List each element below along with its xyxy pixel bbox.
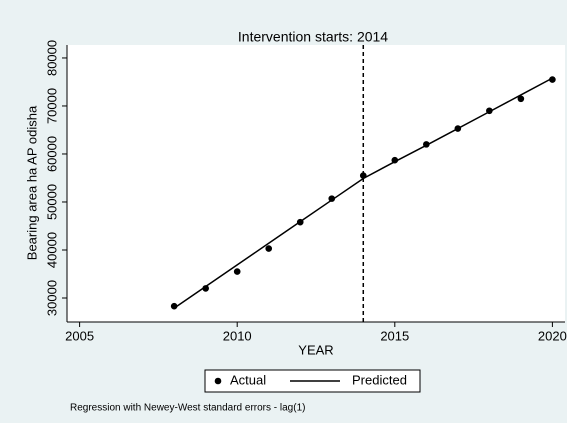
y-axis-label: Bearing area ha AP odisha bbox=[24, 105, 39, 260]
y-tick-label: 50000 bbox=[44, 184, 59, 220]
actual-point bbox=[517, 95, 525, 103]
chart-title: Intervention starts: 2014 bbox=[238, 29, 388, 45]
predicted-line bbox=[173, 77, 553, 309]
x-tick-label: 2010 bbox=[223, 328, 252, 343]
legend-label: Actual bbox=[230, 372, 266, 387]
legend-marker bbox=[214, 377, 222, 385]
y-tick-label: 40000 bbox=[44, 232, 59, 268]
actual-point bbox=[233, 268, 241, 275]
x-tick-label: 2015 bbox=[380, 328, 409, 343]
y-tick-label: 70000 bbox=[44, 88, 59, 124]
y-tick-label: 80000 bbox=[44, 40, 59, 76]
y-tick-label: 60000 bbox=[44, 136, 59, 172]
actual-point bbox=[265, 245, 273, 252]
actual-point bbox=[328, 195, 336, 202]
x-tick-label: 2020 bbox=[538, 328, 567, 343]
x-axis-label: YEAR bbox=[298, 342, 333, 357]
legend-label: Predicted bbox=[352, 372, 407, 387]
actual-point bbox=[549, 76, 556, 83]
x-tick-label: 2005 bbox=[65, 328, 94, 343]
plot-area bbox=[67, 45, 565, 322]
y-tick-label: 30000 bbox=[44, 280, 59, 316]
note: Regression with Newey-West standard erro… bbox=[70, 403, 305, 414]
